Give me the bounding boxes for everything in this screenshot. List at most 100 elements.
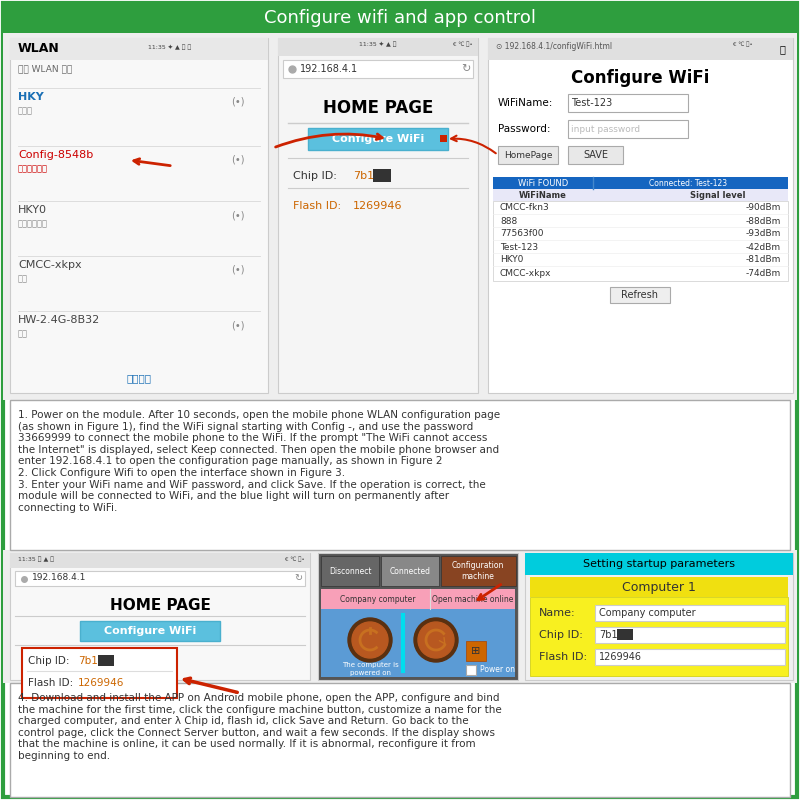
Text: The computer is: The computer is: [342, 662, 398, 668]
Text: 11:35 ⓐ ▲ ⓐ: 11:35 ⓐ ▲ ⓐ: [18, 556, 54, 562]
Bar: [488, 38, 793, 60]
Bar: [493, 177, 788, 189]
Text: Computer 1: Computer 1: [622, 581, 696, 594]
Text: input password: input password: [571, 125, 640, 134]
Text: 已保存，加密: 已保存，加密: [18, 164, 48, 173]
Text: HKY0: HKY0: [18, 205, 47, 215]
Bar: [3, 550, 797, 683]
Text: ↻: ↻: [294, 573, 302, 583]
Bar: [610, 287, 670, 303]
Text: WiFiName:: WiFiName:: [498, 98, 554, 108]
Bar: [440, 135, 447, 142]
Text: € ℃ ⓓ•: € ℃ ⓓ•: [733, 41, 753, 46]
Circle shape: [348, 618, 392, 662]
Bar: [10, 38, 268, 60]
Text: HOME PAGE: HOME PAGE: [323, 99, 433, 117]
Text: Disconnect: Disconnect: [329, 566, 371, 575]
Text: Name:: Name:: [539, 608, 576, 618]
Bar: [3, 3, 797, 33]
Text: (•): (•): [231, 97, 245, 107]
Bar: [321, 609, 515, 677]
Text: Configure WiFi: Configure WiFi: [332, 134, 424, 144]
Bar: [278, 38, 478, 393]
Text: 7b1: 7b1: [353, 171, 374, 181]
Text: powered on: powered on: [350, 670, 390, 676]
Bar: [98, 655, 114, 666]
Text: ⊞: ⊞: [471, 646, 481, 656]
Text: ↻: ↻: [462, 64, 470, 74]
Text: Signal level: Signal level: [690, 190, 746, 199]
Text: Password:: Password:: [498, 124, 550, 134]
Text: WiFi FOUND: WiFi FOUND: [518, 178, 568, 187]
Text: Configuration
machine: Configuration machine: [452, 562, 504, 581]
Bar: [373, 169, 391, 182]
Bar: [10, 38, 268, 393]
Text: HW-2.4G-8B32: HW-2.4G-8B32: [18, 315, 100, 325]
Text: 更多设置: 更多设置: [126, 373, 151, 383]
Bar: [498, 146, 558, 164]
Text: 4. Download and install the APP on Android mobile phone, open the APP, configure: 4. Download and install the APP on Andro…: [18, 693, 502, 761]
Text: Flash ID:: Flash ID:: [28, 678, 74, 688]
Bar: [278, 38, 478, 56]
Text: Flash ID:: Flash ID:: [293, 201, 341, 211]
Text: 11:35 ✦ ▲ ⓐ ⓗ: 11:35 ✦ ▲ ⓐ ⓗ: [148, 44, 192, 50]
Bar: [22, 648, 177, 698]
Text: 可用 WLAN 列表: 可用 WLAN 列表: [18, 64, 72, 73]
Bar: [381, 556, 439, 586]
Bar: [10, 553, 310, 568]
Bar: [15, 571, 305, 586]
Text: WiFiName: WiFiName: [519, 190, 567, 199]
Bar: [493, 189, 788, 201]
Text: HKY: HKY: [18, 92, 44, 102]
Text: 7b1: 7b1: [599, 630, 618, 640]
Text: -90dBm: -90dBm: [746, 203, 781, 213]
Bar: [10, 683, 790, 797]
Text: ⊙ 192.168.4.1/configWiFi.html: ⊙ 192.168.4.1/configWiFi.html: [496, 42, 612, 51]
Text: (•): (•): [231, 265, 245, 275]
Text: Chip ID:: Chip ID:: [539, 630, 583, 640]
Bar: [525, 553, 793, 680]
Bar: [283, 60, 473, 78]
Bar: [308, 128, 448, 150]
Text: Company computer: Company computer: [340, 594, 416, 603]
Text: (•): (•): [231, 320, 245, 330]
Text: CMCC-xkpx: CMCC-xkpx: [500, 269, 551, 278]
Text: € ℃ ⓓ•: € ℃ ⓓ•: [454, 41, 473, 46]
Bar: [10, 553, 310, 680]
Text: 11:35 ✦ ▲ ⓐ: 11:35 ✦ ▲ ⓐ: [359, 41, 397, 46]
Bar: [617, 629, 633, 640]
Text: 77563f00: 77563f00: [500, 230, 543, 238]
Text: Connected: Connected: [390, 566, 430, 575]
Bar: [595, 627, 785, 643]
Bar: [3, 33, 797, 400]
Text: Configure wifi and app control: Configure wifi and app control: [264, 9, 536, 27]
Bar: [466, 641, 486, 661]
Text: -93dBm: -93dBm: [746, 230, 781, 238]
Bar: [321, 556, 379, 586]
Bar: [525, 553, 793, 575]
Text: 192.168.4.1: 192.168.4.1: [300, 64, 358, 74]
Circle shape: [418, 622, 454, 658]
Text: Test-123: Test-123: [571, 98, 612, 108]
Text: Setting startup parameters: Setting startup parameters: [583, 559, 735, 569]
Circle shape: [414, 618, 458, 662]
Text: 已保存，加密: 已保存，加密: [18, 219, 48, 228]
Text: 1269946: 1269946: [599, 652, 642, 662]
Text: -81dBm: -81dBm: [746, 255, 781, 265]
Text: -88dBm: -88dBm: [746, 217, 781, 226]
Text: -74dBm: -74dBm: [746, 269, 781, 278]
Text: Power on: Power on: [480, 666, 515, 674]
Text: (•): (•): [231, 210, 245, 220]
Text: -42dBm: -42dBm: [746, 242, 781, 251]
Text: 加密: 加密: [18, 274, 28, 283]
Bar: [80, 621, 220, 641]
Text: Chip ID:: Chip ID:: [28, 656, 70, 666]
Text: Chip ID:: Chip ID:: [293, 171, 337, 181]
Text: HomePage: HomePage: [504, 150, 552, 159]
Text: 7b1: 7b1: [78, 656, 98, 666]
Text: 加密: 加密: [18, 329, 28, 338]
Text: CMCC-fkn3: CMCC-fkn3: [500, 203, 550, 213]
Text: 888: 888: [500, 217, 518, 226]
Bar: [441, 556, 516, 586]
Text: (•): (•): [231, 155, 245, 165]
